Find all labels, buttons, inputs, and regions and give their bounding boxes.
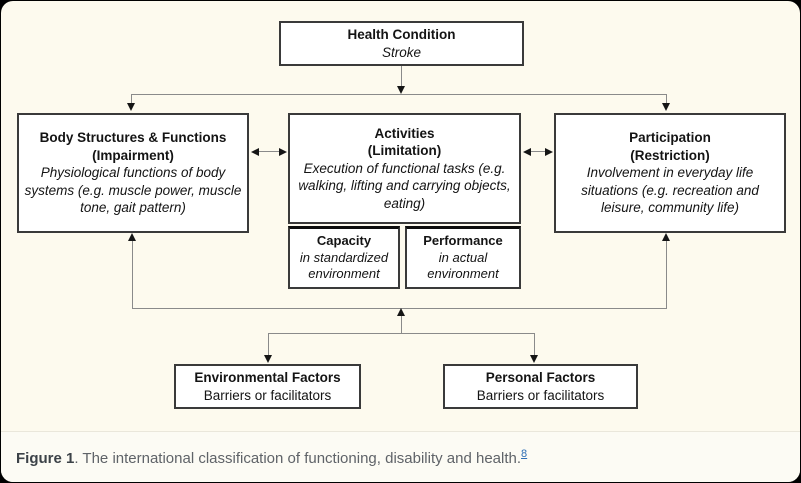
connector-top-horizontal (131, 94, 667, 95)
node-description: Barriers or facilitators (476, 387, 605, 403)
node-description: Physiological functions of body systems … (24, 165, 242, 216)
arrowhead-up-icon (128, 233, 136, 241)
arrowhead-down-icon (127, 103, 135, 111)
node-environmental-factors: Environmental Factors Barriers or facili… (174, 364, 361, 409)
node-title: Performance (423, 232, 503, 248)
node-subtitle: Stroke (381, 44, 422, 60)
node-personal-factors: Personal Factors Barriers or facilitator… (443, 364, 638, 409)
arrowhead-left-icon (251, 148, 259, 156)
caption-text: Figure 1. The international classificati… (16, 447, 528, 467)
node-subtitle: (Impairment) (92, 147, 174, 163)
caption-body: . The international classification of fu… (74, 449, 522, 467)
reference-link[interactable]: 8 (521, 447, 528, 460)
node-participation: Participation (Restriction) Involvement … (554, 113, 786, 233)
node-health-condition: Health Condition Stroke (279, 21, 524, 66)
connector-personal-drop (534, 333, 535, 356)
node-description: Barriers or facilitators (203, 387, 332, 403)
arrowhead-left-icon (523, 148, 531, 156)
connector-body-activities (254, 151, 284, 152)
node-title: Health Condition (347, 26, 456, 42)
node-title: Capacity (316, 232, 372, 248)
node-body-structures-functions: Body Structures & Functions (Impairment)… (17, 113, 249, 233)
connector-health-down (401, 66, 402, 88)
node-subtitle: (Limitation) (367, 143, 442, 159)
node-activities: Activities (Limitation) Execution of fun… (288, 113, 521, 224)
node-description: in standardized environment (299, 249, 389, 282)
node-description: Execution of functional tasks (e.g. walk… (298, 160, 511, 211)
node-title: Body Structures & Functions (39, 130, 227, 146)
arrowhead-down-icon (530, 355, 538, 363)
node-title: Personal Factors (485, 369, 596, 385)
figure-label: Figure 1 (16, 449, 75, 467)
connector-environmental-drop (268, 333, 269, 356)
node-capacity: Capacity in standardized environment (288, 226, 400, 289)
node-subtitle: (Restriction) (630, 147, 710, 163)
connector-left-up (132, 241, 133, 309)
node-description: Involvement in everyday life situations … (581, 165, 759, 216)
arrowhead-up-icon (397, 308, 405, 316)
icf-flow-diagram: Health Condition Stroke Body Structures … (1, 1, 800, 431)
figure-caption: Figure 1. The international classificati… (1, 431, 800, 482)
connector-activities-participation (526, 151, 550, 152)
arrowhead-down-icon (662, 103, 670, 111)
node-title: Environmental Factors (194, 369, 341, 385)
node-description: in actual environment (427, 249, 499, 282)
arrowhead-down-icon (264, 355, 272, 363)
arrowhead-up-icon (662, 233, 670, 241)
node-title: Participation (629, 130, 711, 146)
connector-center-up (401, 316, 402, 334)
arrowhead-right-icon (279, 148, 287, 156)
connector-top-right-drop (666, 94, 667, 106)
connector-top-left-drop (131, 94, 132, 106)
node-performance: Performance in actual environment (405, 226, 521, 289)
arrowhead-right-icon (545, 148, 553, 156)
connector-bottom-horizontal (268, 333, 534, 334)
arrowhead-down-icon (397, 86, 405, 94)
connector-right-up (666, 241, 667, 309)
node-title: Activities (374, 125, 435, 141)
